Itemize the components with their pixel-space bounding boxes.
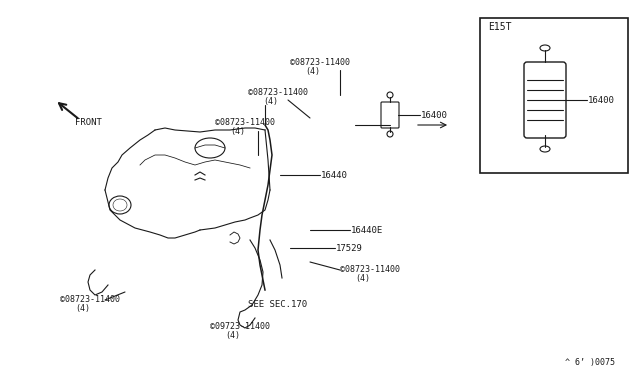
- Text: ©08723-11400: ©08723-11400: [340, 265, 400, 274]
- Text: ©08723-11400: ©08723-11400: [60, 295, 120, 304]
- Text: ^ 6’ )0075: ^ 6’ )0075: [565, 358, 615, 367]
- Bar: [480, 18, 628, 173]
- Text: E15T: E15T: [488, 22, 511, 32]
- Text: ©08723-11400: ©08723-11400: [290, 58, 350, 67]
- Text: SEE SEC.170: SEE SEC.170: [248, 300, 307, 309]
- Text: ©08723-11400: ©08723-11400: [215, 118, 275, 127]
- Text: FRONT: FRONT: [75, 118, 102, 127]
- Text: (4): (4): [305, 67, 320, 76]
- Text: (4): (4): [75, 304, 90, 313]
- Text: (4): (4): [355, 274, 370, 283]
- Text: 16440: 16440: [321, 171, 348, 180]
- Text: 16440E: 16440E: [351, 226, 383, 235]
- Text: 16400: 16400: [421, 111, 448, 120]
- Text: (4): (4): [225, 331, 240, 340]
- Text: 17529: 17529: [336, 244, 363, 253]
- Text: ©08723-11400: ©08723-11400: [248, 88, 308, 97]
- Text: (4): (4): [230, 127, 245, 136]
- Text: (4): (4): [263, 97, 278, 106]
- Text: ©09723-11400: ©09723-11400: [210, 322, 270, 331]
- Text: 16400: 16400: [588, 96, 615, 105]
